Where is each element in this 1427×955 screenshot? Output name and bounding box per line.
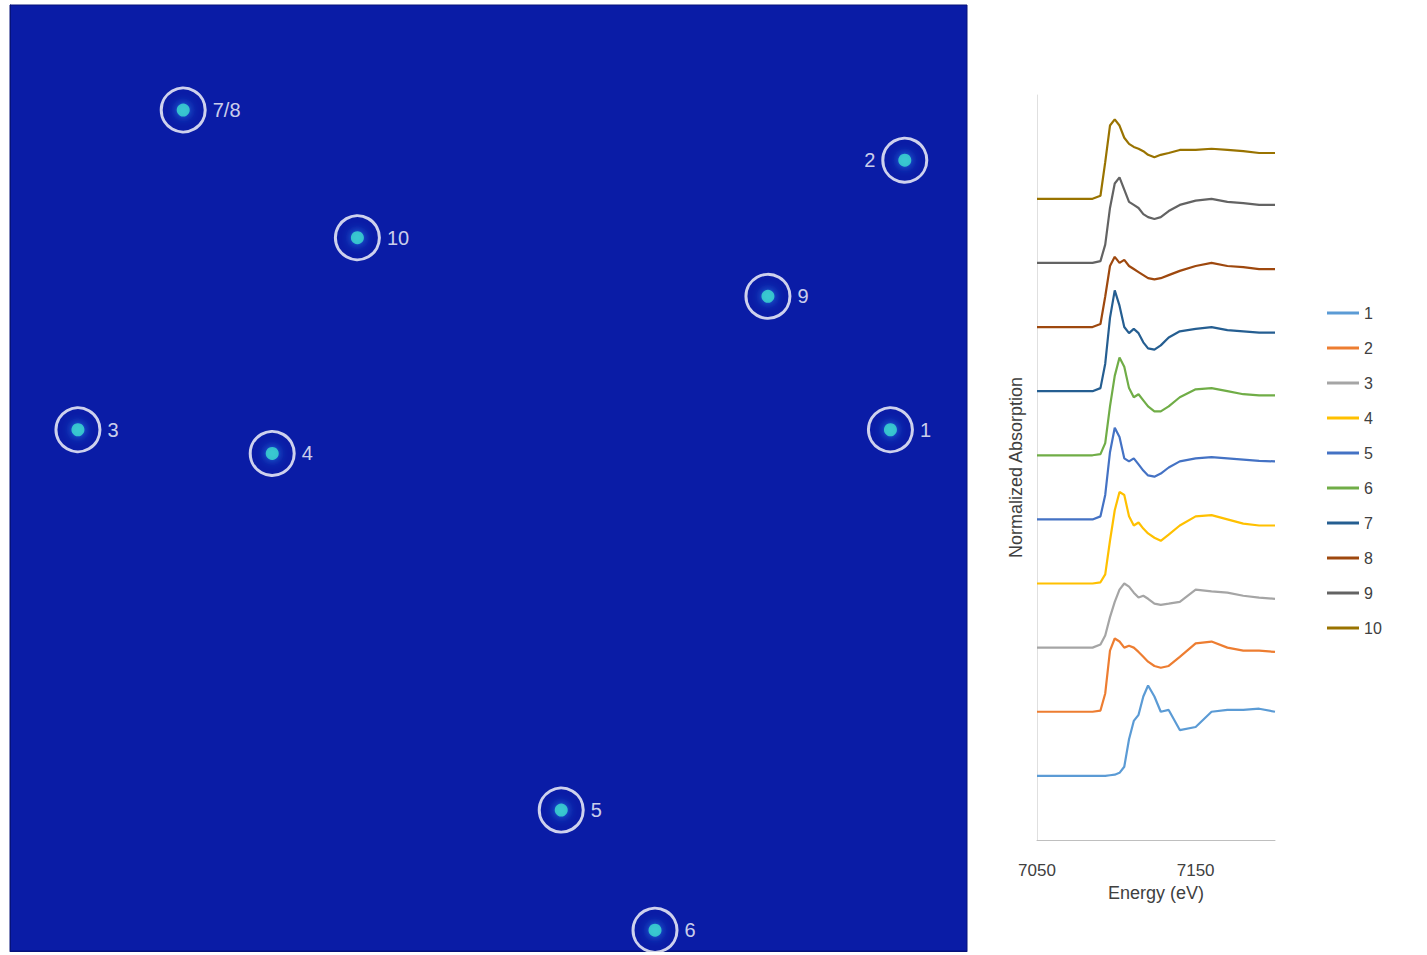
svg-text:8: 8 (1364, 550, 1373, 567)
svg-text:3: 3 (1364, 375, 1373, 392)
svg-text:6: 6 (685, 919, 696, 941)
svg-text:10: 10 (387, 227, 409, 249)
svg-text:5: 5 (591, 799, 602, 821)
svg-text:10: 10 (1364, 620, 1382, 637)
svg-text:4: 4 (302, 442, 313, 464)
svg-text:9: 9 (797, 285, 808, 307)
svg-text:7: 7 (1364, 515, 1373, 532)
svg-text:1: 1 (920, 419, 931, 441)
svg-text:4: 4 (1364, 410, 1373, 427)
svg-text:2: 2 (1364, 340, 1373, 357)
svg-text:1: 1 (1364, 305, 1373, 322)
svg-text:9: 9 (1364, 585, 1373, 602)
svg-text:5: 5 (1364, 445, 1373, 462)
svg-text:7/8: 7/8 (213, 99, 241, 121)
svg-text:3: 3 (107, 419, 118, 441)
svg-text:7050: 7050 (1018, 861, 1056, 880)
svg-text:Energy (eV): Energy (eV) (1108, 883, 1204, 903)
svg-text:7150: 7150 (1177, 861, 1215, 880)
svg-text:2: 2 (864, 149, 875, 171)
svg-text:Normalized Absorption: Normalized Absorption (1006, 377, 1026, 558)
svg-text:6: 6 (1364, 480, 1373, 497)
